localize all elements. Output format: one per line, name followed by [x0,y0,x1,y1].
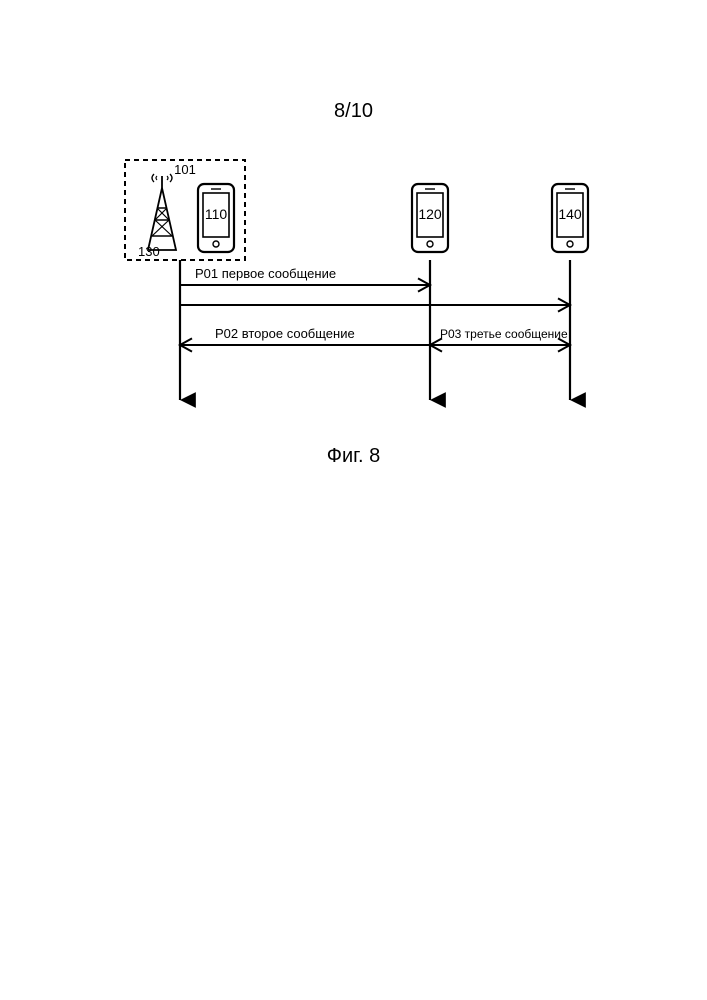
phone-140-label: 140 [558,206,582,222]
phone-110: 110 [198,184,234,252]
tower-label: 130 [138,244,160,259]
page: 8/10 101 [0,0,707,1000]
page-number: 8/10 [0,100,707,123]
phone-120-label: 120 [418,206,442,222]
sequence-diagram: 101 130 110 [0,150,707,440]
group-label: 101 [174,162,196,177]
phone-110-label: 110 [205,206,228,222]
msg-p03-label: P03 третье сообщение [440,327,568,341]
phone-120: 120 [412,184,448,252]
msg-p02-label: P02 второе сообщение [215,326,355,341]
tower-icon [148,174,176,250]
msg-p01-label: P01 первое сообщение [195,266,336,281]
phone-140: 140 [552,184,588,252]
figure-caption: Фиг. 8 [0,445,707,468]
